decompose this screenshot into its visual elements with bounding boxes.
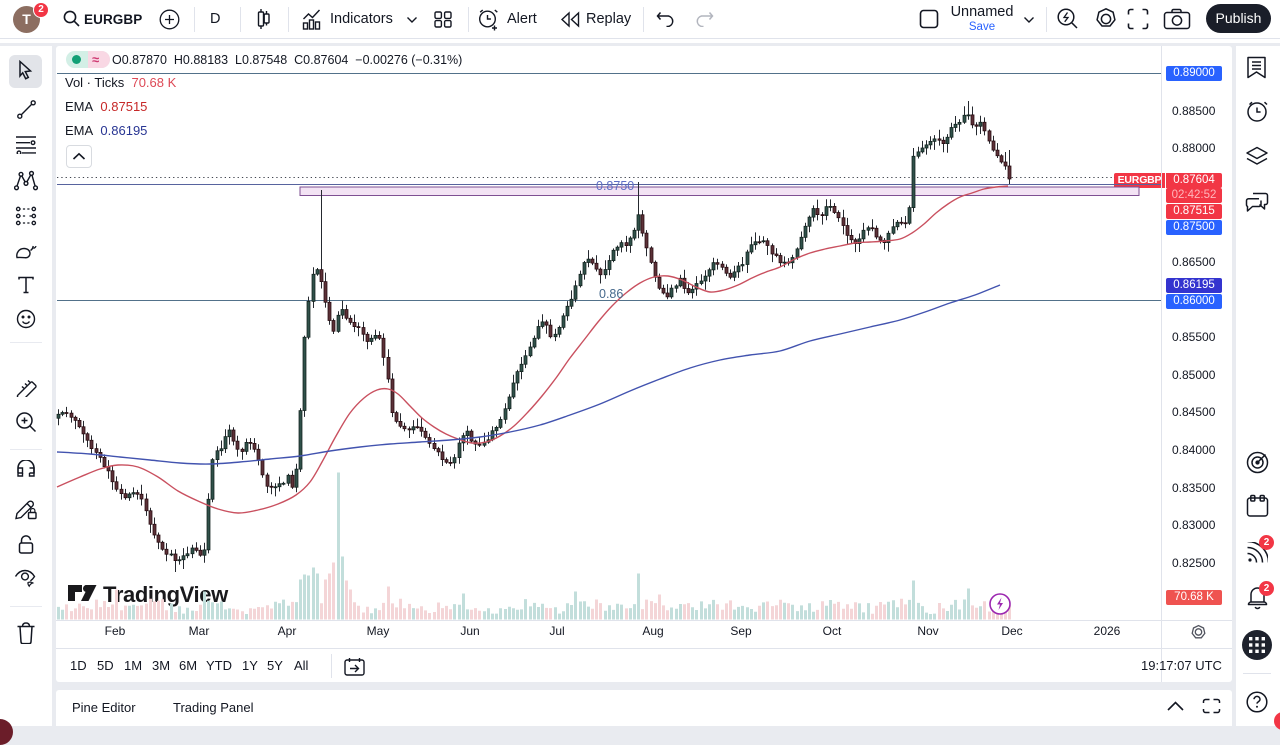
svg-text:0.86: 0.86 [599, 287, 623, 301]
svg-text:0.8750: 0.8750 [596, 179, 634, 193]
svg-text:TradingView: TradingView [103, 582, 229, 607]
